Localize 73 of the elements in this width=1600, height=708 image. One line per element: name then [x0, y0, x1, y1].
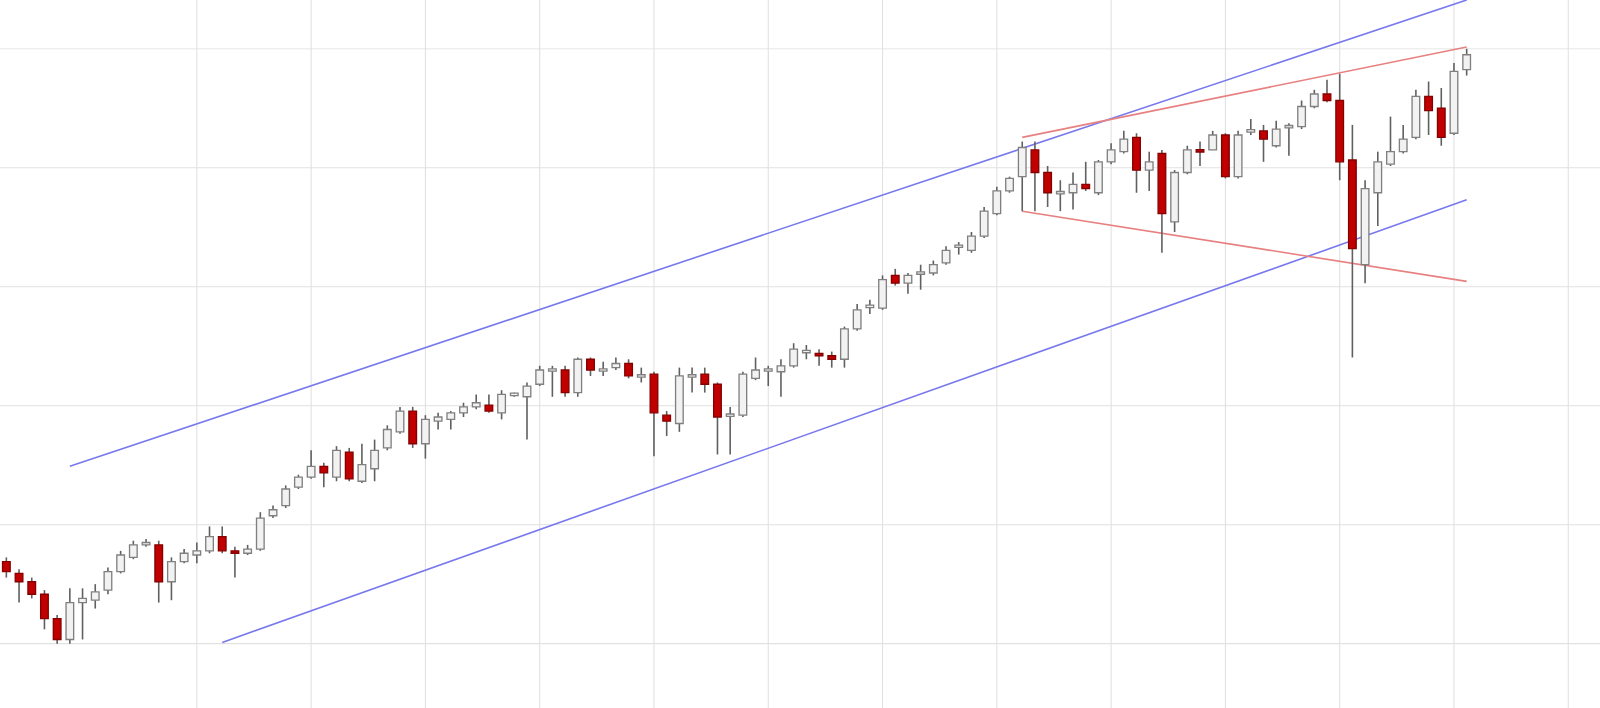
- candlestick: [1132, 132, 1141, 194]
- candlestick: [966, 231, 976, 254]
- candlestick: [852, 303, 862, 332]
- candlestick: [1208, 130, 1218, 151]
- candlestick: [1043, 165, 1053, 208]
- candlestick: [586, 356, 595, 377]
- candlestick: [1322, 78, 1332, 104]
- candlestick: [700, 366, 710, 394]
- candlestick: [319, 462, 329, 488]
- candlestick: [1093, 159, 1103, 196]
- candlestick: [789, 342, 799, 369]
- candlestick: [52, 614, 62, 645]
- candlestick: [382, 424, 392, 452]
- candlestick: [1309, 89, 1319, 110]
- candlestick: [878, 274, 888, 311]
- candlestick: [535, 365, 545, 387]
- candlestick: [1081, 161, 1091, 192]
- candlestick: [573, 356, 583, 398]
- candlestick: [78, 587, 88, 641]
- candlestick: [954, 241, 964, 256]
- candlestick: [103, 566, 113, 596]
- candlestick: [484, 393, 494, 414]
- candlestick: [395, 406, 405, 435]
- candlestick: [1030, 140, 1040, 212]
- candlestick: [903, 272, 913, 295]
- candlestick: [65, 587, 75, 645]
- candlestick: [674, 366, 684, 433]
- candlestick: [128, 539, 138, 560]
- candlestick: [751, 356, 761, 381]
- candlestick: [370, 438, 380, 483]
- candlestick: [281, 484, 291, 509]
- candlestick: [1424, 80, 1434, 136]
- candlestick: [624, 358, 634, 380]
- candlestick: [547, 365, 557, 398]
- candlestick: [1182, 144, 1192, 176]
- candlestick: [154, 539, 164, 604]
- candlestick: [649, 370, 659, 458]
- candlestick: [357, 442, 367, 484]
- candlestick: [166, 556, 176, 602]
- candlestick: [116, 550, 126, 575]
- candlestick: [1246, 118, 1256, 136]
- candlestick: [497, 389, 507, 421]
- candlestick: [1233, 130, 1243, 180]
- candlestick: [420, 414, 430, 460]
- candlestick: [1297, 99, 1307, 130]
- candlestick: [1017, 140, 1027, 212]
- candlestick: [712, 381, 722, 456]
- candlestick: [1220, 132, 1230, 180]
- candlestick: [1411, 89, 1421, 140]
- candlestick: [1195, 140, 1205, 167]
- candlestick: [687, 366, 697, 394]
- candlestick: [1259, 124, 1268, 163]
- candlestick: [1, 556, 11, 579]
- candlestick: [408, 406, 418, 449]
- candlestick: [1436, 87, 1446, 147]
- candlestick: [1398, 124, 1408, 155]
- candlestick: [662, 410, 672, 437]
- candlestick: [1055, 179, 1065, 212]
- candlestick: [344, 447, 354, 483]
- candlestick: [522, 381, 532, 441]
- candlestick: [1462, 47, 1472, 77]
- candlestick: [560, 365, 570, 398]
- candlestick: [205, 525, 215, 555]
- candlestick: [306, 449, 316, 480]
- candlestick: [39, 589, 49, 631]
- candlestick: [1386, 115, 1395, 167]
- candlestick: [839, 325, 849, 369]
- candlestick: [1144, 150, 1154, 192]
- candlestick: [90, 583, 100, 610]
- candlestick: [332, 445, 341, 483]
- candlestick: [255, 511, 265, 552]
- candlestick: [916, 263, 926, 291]
- candlestick: [941, 245, 951, 266]
